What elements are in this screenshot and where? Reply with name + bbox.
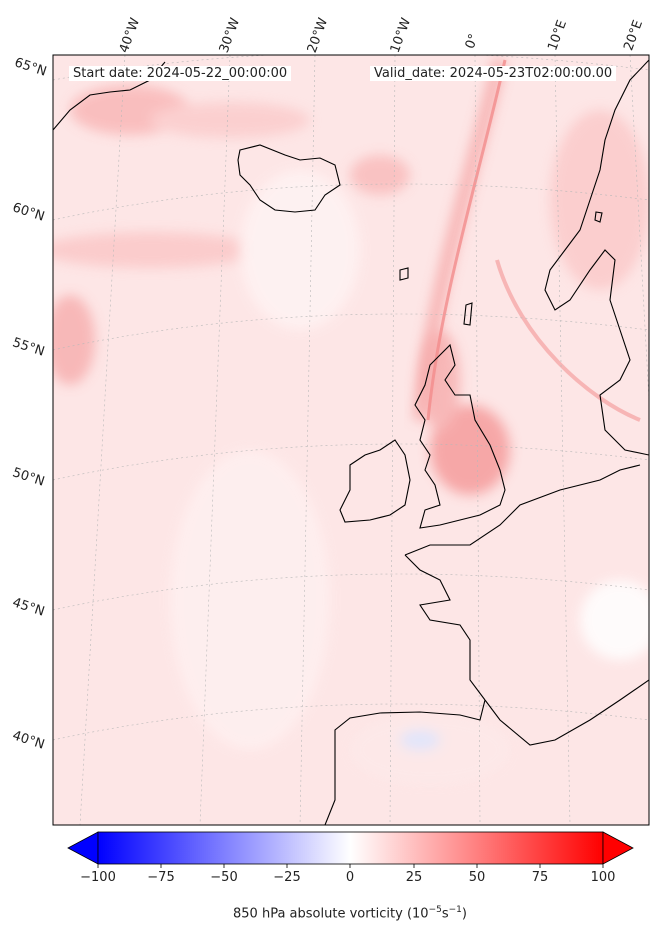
map-frame — [52, 54, 650, 826]
colorbar-tick: −25 — [273, 870, 301, 885]
colorbar-tick: −50 — [210, 870, 238, 885]
colorbar-tick: 100 — [590, 870, 616, 885]
colorbar-tick: 25 — [405, 870, 423, 885]
colorbar-title-exp2: −1 — [448, 905, 462, 915]
valid-date-label: Valid_date: 2024-05-23T02:00:00.00 — [370, 66, 617, 81]
colorbar-tick: −100 — [80, 870, 116, 885]
colorbar-title-exp1: −5 — [428, 905, 442, 915]
colorbar-title-mid: s — [441, 906, 449, 922]
colorbar-tick: 0 — [345, 870, 355, 885]
colorbar-title-main: 850 hPa absolute vorticity (10 — [233, 906, 429, 922]
start-date-label: Start date: 2024-05-22_00:00:00 — [69, 66, 292, 81]
colorbar-title: 850 hPa absolute vorticity (10−5s−1) — [233, 905, 467, 921]
colorbar-tick: 75 — [531, 870, 549, 885]
coastlines — [53, 59, 649, 825]
colorbar-tick: −75 — [147, 870, 175, 885]
vorticity-field — [53, 55, 649, 825]
colorbar-tick: 50 — [468, 870, 486, 885]
colorbar — [67, 831, 634, 868]
colorbar-title-end: ) — [461, 906, 467, 922]
